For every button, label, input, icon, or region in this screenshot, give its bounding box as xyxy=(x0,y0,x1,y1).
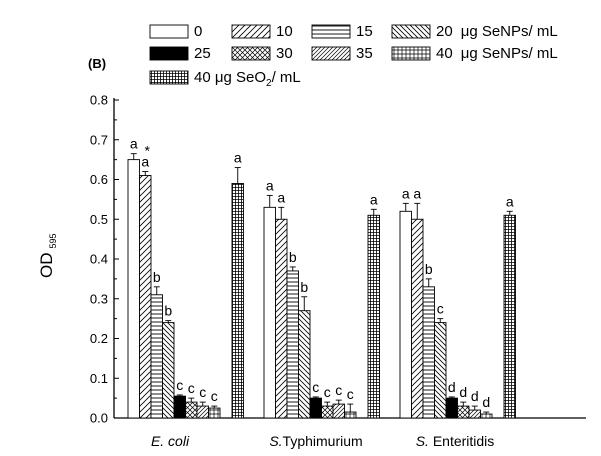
significance-label: c xyxy=(211,388,218,404)
bar xyxy=(434,322,447,419)
significance-label: a xyxy=(266,177,274,193)
bar xyxy=(457,405,470,419)
bar xyxy=(399,210,412,419)
bar xyxy=(411,218,424,419)
significance-label: c xyxy=(176,377,183,393)
significance-label: c xyxy=(188,380,195,396)
y-tick-label: 0.8 xyxy=(90,93,108,108)
significance-label: b xyxy=(425,261,433,277)
bar xyxy=(139,175,152,419)
bar xyxy=(503,214,516,419)
bar xyxy=(332,403,345,419)
significance-label: a xyxy=(370,191,378,207)
bar xyxy=(150,294,163,419)
legend-label: 20 μg SeNPs/ mL xyxy=(436,23,558,40)
y-tick-label: 0.5 xyxy=(90,212,108,227)
significance-label: a xyxy=(277,189,285,205)
panel-label: (B) xyxy=(88,56,106,71)
legend-swatch xyxy=(311,46,351,61)
category-label: S.Typhimurium xyxy=(269,433,362,449)
significance-label: d xyxy=(459,384,467,400)
legend-label: 10 xyxy=(276,23,293,40)
significance-label: d xyxy=(448,379,456,395)
y-tick-label: 0.4 xyxy=(90,252,108,267)
significance-label: d xyxy=(482,394,490,410)
y-tick-label: 0.6 xyxy=(90,172,108,187)
significance-label: a xyxy=(402,185,410,201)
bar xyxy=(321,405,334,419)
significance-label: d xyxy=(471,388,479,404)
legend-swatch xyxy=(231,24,271,39)
bar xyxy=(298,310,311,419)
legend-swatch xyxy=(391,46,431,61)
significance-label: b xyxy=(153,269,161,285)
bar xyxy=(173,395,186,419)
significance-label: a xyxy=(141,154,149,170)
legend-swatch xyxy=(231,46,271,61)
significance-label: a xyxy=(506,193,514,209)
significance-label: c xyxy=(437,301,444,317)
significance-label: b xyxy=(300,279,308,295)
bar xyxy=(185,401,198,419)
significance-label: a xyxy=(413,185,421,201)
significance-star: * xyxy=(145,143,151,159)
bar xyxy=(162,322,175,419)
significance-label: c xyxy=(324,384,331,400)
legend-swatch xyxy=(149,70,189,85)
bar xyxy=(422,286,435,419)
bar xyxy=(344,411,357,419)
significance-label: c xyxy=(347,386,354,402)
significance-label: c xyxy=(199,384,206,400)
legend-swatch xyxy=(149,24,189,39)
y-tick-label: 0.2 xyxy=(90,331,108,346)
legend-swatch xyxy=(149,46,189,61)
bar xyxy=(196,405,209,419)
category-label: E. coli xyxy=(151,433,190,449)
y-tick-label: 0.1 xyxy=(90,371,108,386)
bar xyxy=(231,183,244,419)
y-axis-label-subscript: 595 xyxy=(48,233,58,248)
legend-label: 15 xyxy=(356,23,373,40)
significance-label: b xyxy=(164,303,172,319)
legend-label: 0 xyxy=(194,23,202,40)
legend-label: 35 xyxy=(356,45,373,62)
significance-label: a xyxy=(130,136,138,152)
legend-label: 25 xyxy=(194,45,211,62)
bar xyxy=(309,397,322,419)
category-labels: E. coli S.Typhimurium S. Enteritidis xyxy=(151,433,494,449)
y-tick-label: 0.3 xyxy=(90,291,108,306)
bar xyxy=(480,413,493,419)
legend-label: 30 xyxy=(276,45,293,62)
bar xyxy=(208,407,221,419)
y-tick-label: 0.0 xyxy=(90,411,108,426)
significance-label: b xyxy=(289,249,297,265)
bar xyxy=(468,409,481,419)
chart-legend: 0 10 15 20 μg SeNPs/ mL 25 30 35 40 μg SeNPs/ mL 4… xyxy=(149,23,558,89)
legend-label: 40 μg SeNPs/ mL xyxy=(436,45,558,62)
significance-label: c xyxy=(312,379,319,395)
significance-label: c xyxy=(335,382,342,398)
significance-label: a xyxy=(234,150,242,166)
bar xyxy=(275,218,288,419)
bar xyxy=(445,397,458,419)
bar xyxy=(127,159,140,419)
legend-label: 40 μg SeO2/ mL xyxy=(194,69,301,89)
category-label: S. Enteritidis xyxy=(416,433,495,449)
legend-swatch xyxy=(391,24,431,39)
y-axis-label: OD595 xyxy=(37,233,58,278)
bar xyxy=(263,206,276,419)
legend-swatch xyxy=(311,24,351,39)
bar xyxy=(367,214,380,419)
y-tick-label: 0.7 xyxy=(90,132,108,147)
bar xyxy=(286,270,299,419)
